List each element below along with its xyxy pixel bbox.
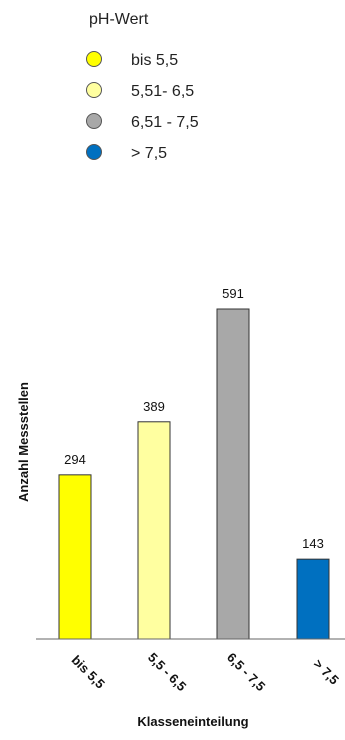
- x-tick-label: 5,5 - 6,5: [145, 650, 189, 694]
- legend-label: 6,51 - 7,5: [131, 114, 199, 131]
- bar-value-label: 143: [302, 536, 324, 551]
- legend-label: > 7,5: [131, 145, 167, 162]
- legend-title: pH-Wert: [89, 11, 149, 28]
- bars: [58, 308, 330, 640]
- x-tick-label: bis 5,5: [69, 652, 108, 691]
- bar-value-label: 294: [64, 452, 86, 467]
- bar-value-label: 389: [143, 399, 165, 414]
- legend-marker: [86, 51, 102, 67]
- legend-marker: [86, 113, 102, 129]
- bar: [216, 308, 250, 640]
- y-axis-label: Anzahl Messstellen: [16, 382, 31, 502]
- legend: pH-Wert bis 5,5 5,51- 6,5 6,51 - 7,5 > 7,5: [86, 11, 199, 162]
- legend-marker: [86, 82, 102, 98]
- x-tick-labels: bis 5,5 5,5 - 6,5 6,5 - 7,5 > 7,5: [69, 650, 342, 694]
- bar: [58, 474, 92, 640]
- bar-value-label: 591: [222, 286, 244, 301]
- legend-marker: [86, 144, 102, 160]
- bar: [137, 421, 171, 640]
- plot-area: 294 389 591 143 bis 5,5 5,5 - 6,5 6,5 - 7,5 > …: [36, 286, 345, 694]
- legend-items: bis 5,5 5,51- 6,5 6,51 - 7,5 > 7,5: [86, 51, 199, 162]
- legend-label: 5,51- 6,5: [131, 83, 194, 100]
- x-tick-label: > 7,5: [311, 656, 342, 687]
- x-tick-label: 6,5 - 7,5: [224, 650, 268, 694]
- x-axis-label: Klasseneinteilung: [137, 714, 248, 729]
- bar: [296, 558, 330, 640]
- legend-label: bis 5,5: [131, 52, 178, 69]
- bar-value-labels: 294 389 591 143: [64, 286, 324, 551]
